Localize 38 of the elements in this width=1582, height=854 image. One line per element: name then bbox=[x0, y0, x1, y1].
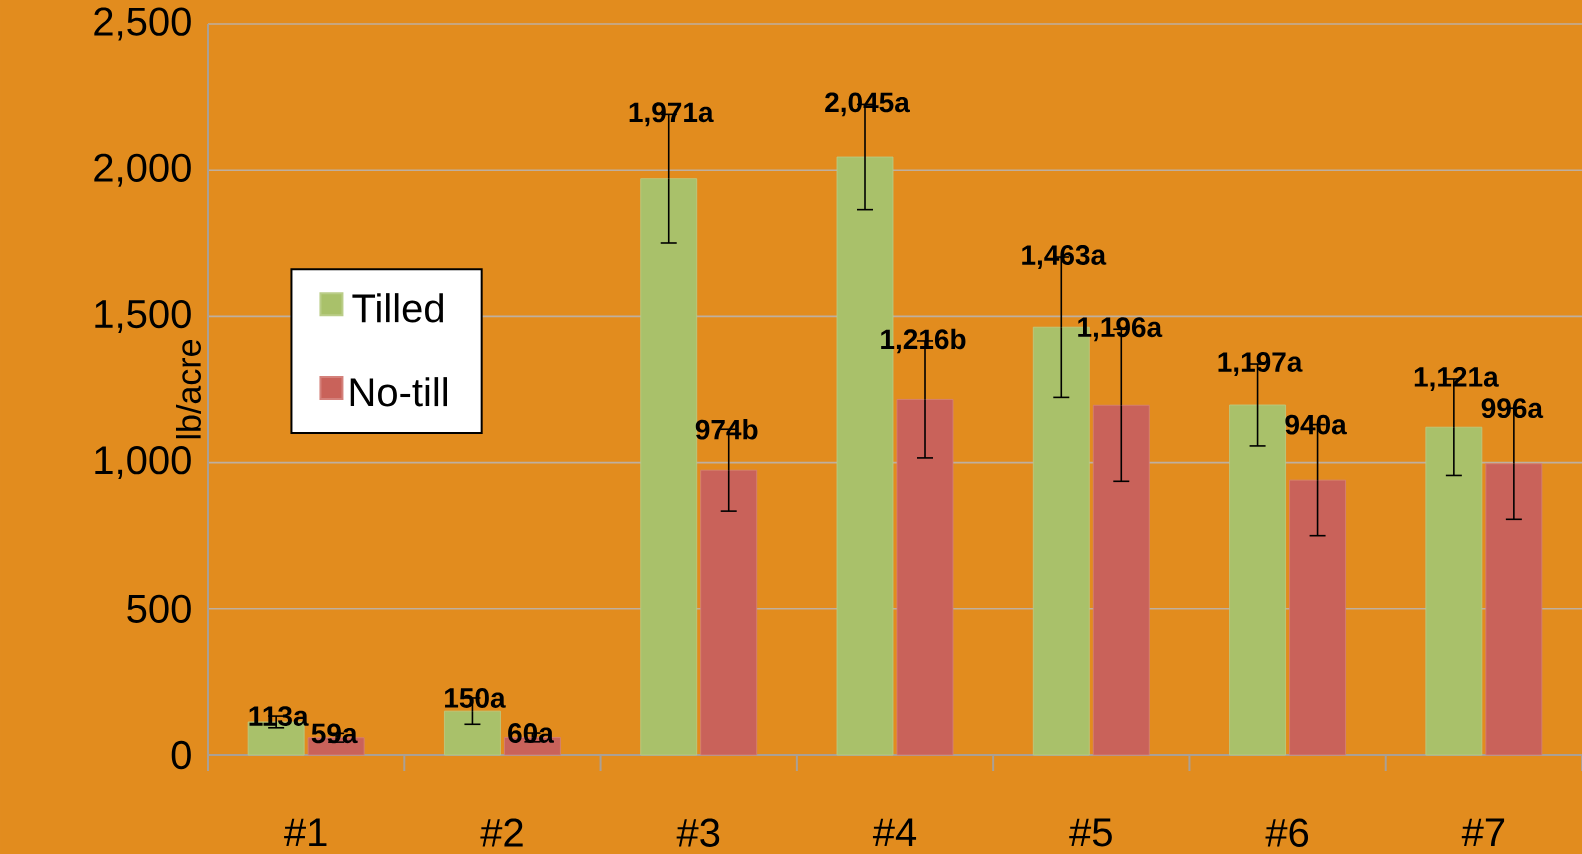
data-label: 1,197a bbox=[1218, 352, 1303, 376]
y-tick-label: 2,000 bbox=[94, 153, 191, 187]
data-label: 113a bbox=[249, 706, 309, 727]
bar bbox=[1092, 404, 1150, 756]
bar bbox=[1485, 463, 1543, 756]
y-tick-label: 0 bbox=[171, 740, 191, 770]
bar bbox=[896, 399, 954, 756]
bar bbox=[444, 710, 501, 756]
data-label: 1,121a bbox=[1414, 366, 1499, 391]
data-label: 1,463a bbox=[1022, 245, 1107, 269]
x-tick-label: #5 bbox=[1069, 818, 1112, 847]
data-label: 940a bbox=[1285, 414, 1347, 435]
legend-label: Tilled bbox=[352, 293, 444, 323]
data-label: 150a bbox=[445, 688, 506, 708]
y-tick-label: 2,500 bbox=[94, 7, 191, 41]
y-tick-label: 500 bbox=[127, 594, 191, 623]
y-axis-title: lb/acre bbox=[175, 339, 201, 439]
x-tick-label: #7 bbox=[1461, 818, 1505, 847]
x-tick-label: #6 bbox=[1265, 818, 1309, 847]
x-tick-label: #2 bbox=[480, 818, 523, 847]
data-label: 2,045a bbox=[825, 92, 910, 117]
bar bbox=[1289, 479, 1346, 756]
data-label: 1,971a bbox=[629, 102, 714, 127]
x-tick-label: #1 bbox=[284, 818, 327, 847]
data-label: 1,196a bbox=[1078, 317, 1163, 342]
data-label: 59a bbox=[311, 723, 358, 744]
y-tick-label: 1,000 bbox=[95, 446, 191, 480]
y-tick-label: 1,500 bbox=[95, 299, 191, 333]
bar bbox=[1425, 426, 1483, 756]
data-label: 996a bbox=[1481, 398, 1544, 419]
bar bbox=[1229, 404, 1286, 756]
data-label: 1,216b bbox=[881, 328, 966, 354]
data-label: 60a bbox=[508, 723, 554, 743]
data-label: 974b bbox=[695, 418, 758, 440]
x-tick-label: #4 bbox=[872, 818, 917, 847]
legend-label: No-till bbox=[350, 377, 447, 407]
x-tick-label: #3 bbox=[676, 818, 720, 847]
bar bbox=[700, 469, 758, 756]
